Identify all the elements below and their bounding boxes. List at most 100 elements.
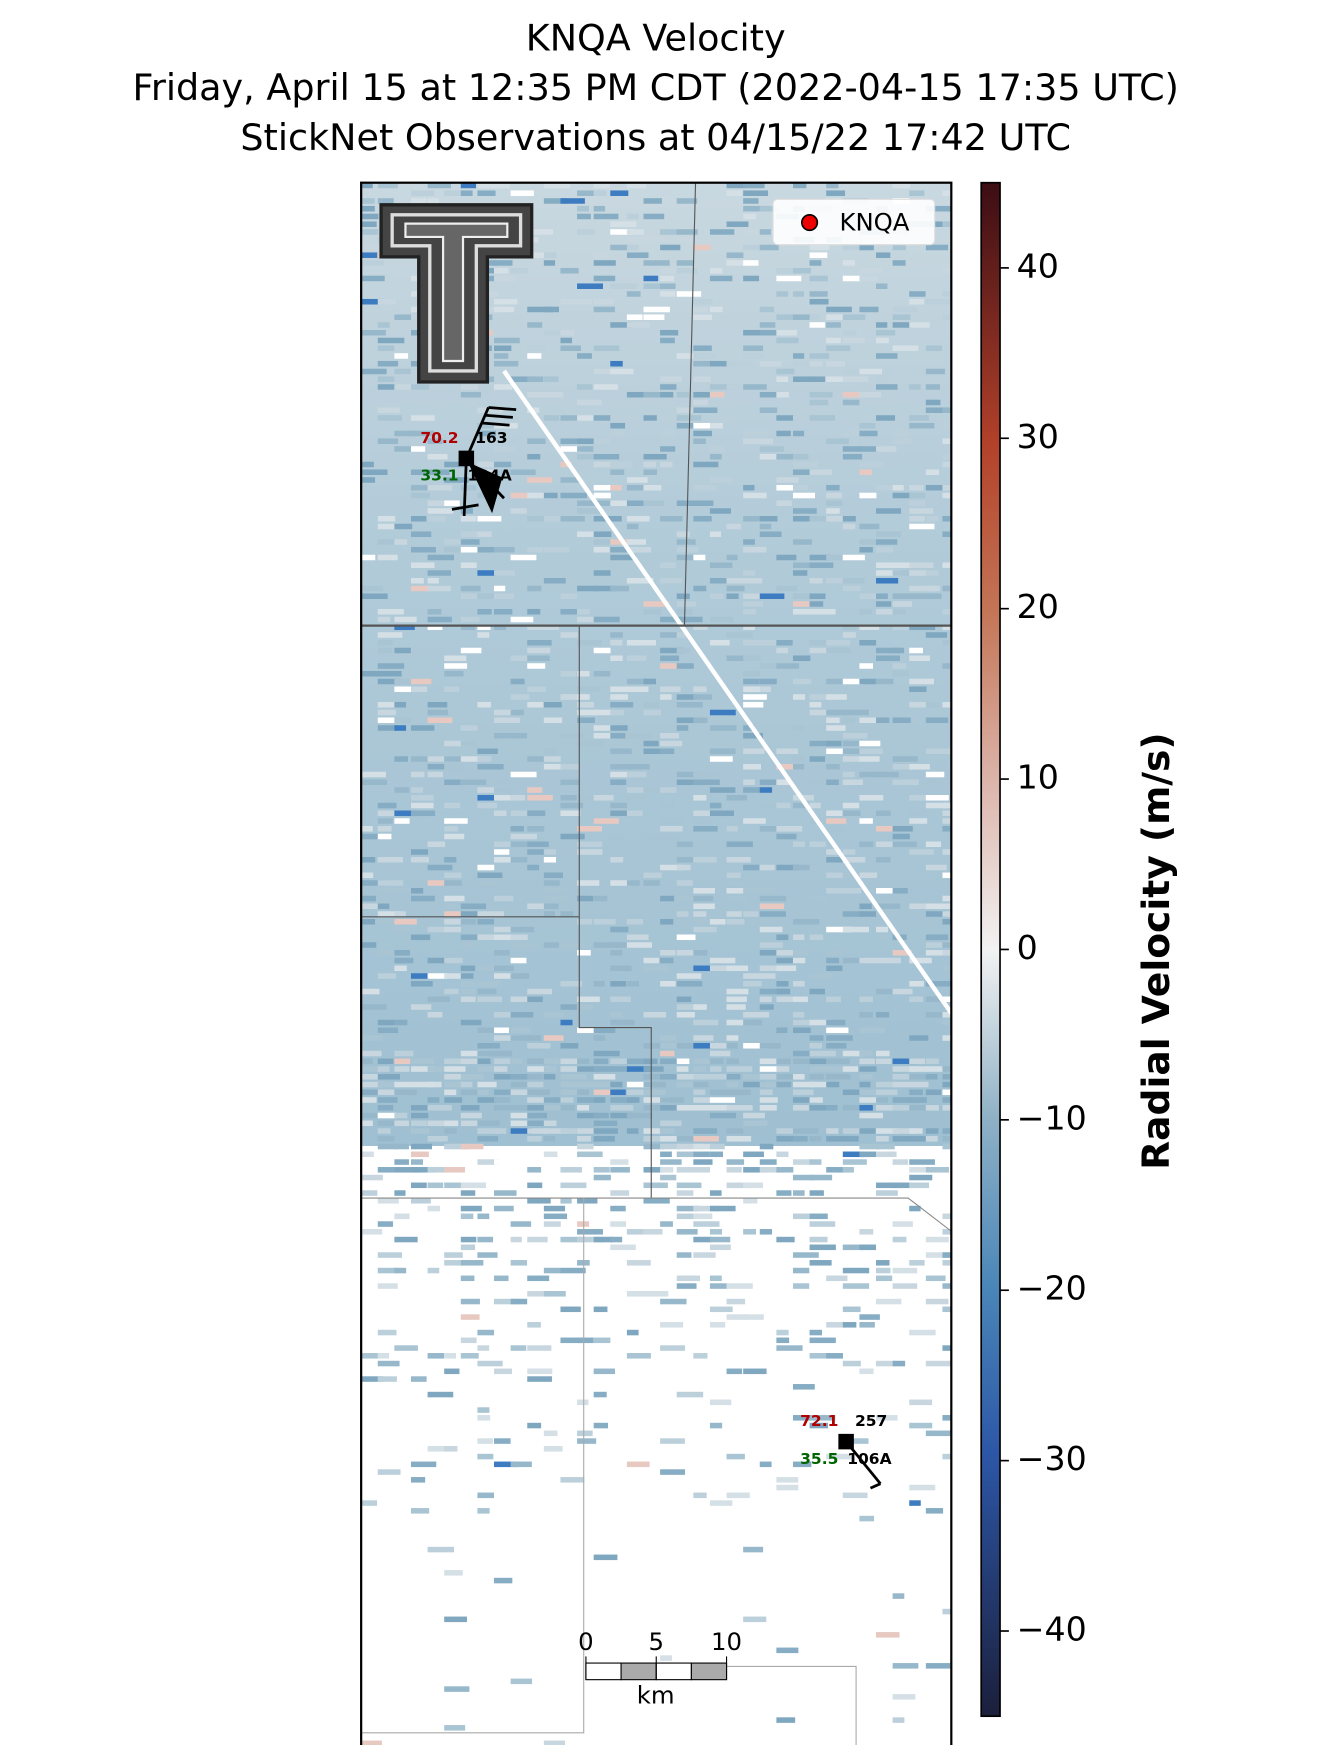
radar-pixel (660, 1322, 684, 1328)
radar-pixel (842, 1283, 870, 1289)
radar-pixel (676, 1066, 689, 1072)
radar-pixel (743, 1198, 758, 1204)
radar-pixel (826, 1074, 851, 1080)
radar-pixel (361, 554, 376, 561)
radar-pixel (676, 1151, 695, 1158)
radar-pixel (909, 849, 934, 855)
radar-pixel (876, 539, 898, 545)
radar-pixel (610, 368, 634, 375)
radar-pixel (510, 1128, 532, 1134)
radar-pixel (792, 1159, 811, 1165)
radar-pixel (494, 275, 516, 282)
radar-pixel (660, 1120, 682, 1127)
radar-pixel (643, 469, 657, 476)
radar-pixel (510, 1012, 534, 1018)
radar-pixel (859, 678, 876, 685)
radar-pixel (494, 260, 513, 266)
radar-pixel (776, 182, 789, 189)
radar-pixel (660, 1174, 677, 1181)
radar-pixel (892, 1593, 905, 1599)
radar-pixel (792, 291, 805, 297)
radar-pixel (892, 570, 910, 576)
radar-pixel (593, 1089, 618, 1096)
radar-pixel (361, 477, 376, 483)
radar-pixel (942, 1260, 952, 1266)
radar-pixel (709, 1236, 731, 1243)
radar-pixel (543, 376, 559, 382)
radar-pixel (776, 981, 789, 987)
radar-pixel (693, 1353, 708, 1359)
radar-pixel (892, 492, 911, 499)
radar-pixel (410, 446, 426, 452)
radar-pixel (925, 779, 939, 786)
radar-pixel (410, 469, 435, 476)
radar-pixel (361, 919, 376, 925)
radar-pixel (361, 856, 376, 863)
radar-pixel (510, 1112, 529, 1119)
radar-pixel (477, 763, 504, 770)
radar-pixel (626, 1128, 639, 1134)
radar-pixel (909, 1484, 936, 1491)
radar-pixel (726, 872, 741, 879)
radar-pixel (743, 1182, 764, 1189)
radar-pixel (427, 1081, 442, 1088)
radar-pixel (826, 314, 848, 320)
radar-pixel (693, 1151, 710, 1158)
radar-pixel (709, 360, 730, 367)
radar-pixel (660, 283, 676, 289)
colorbar-tick-label: 40 (1017, 246, 1059, 285)
radar-pixel (925, 298, 952, 305)
radar-pixel (776, 950, 798, 956)
radar-pixel (925, 484, 950, 491)
radar-pixel (759, 1105, 777, 1111)
radar-pixel (560, 732, 586, 739)
radar-pixel (527, 306, 553, 313)
radar-pixel (510, 1461, 532, 1468)
radar-pixel (593, 1112, 609, 1119)
radar-pixel (826, 492, 843, 499)
radar-pixel (444, 802, 461, 809)
radar-pixel (444, 670, 464, 677)
radar-pixel (709, 957, 736, 964)
radar-pixel (593, 252, 608, 258)
radar-pixel (477, 1120, 500, 1127)
scale-segment (655, 1662, 692, 1681)
radar-pixel (377, 1353, 390, 1359)
radar-pixel (792, 756, 805, 762)
radar-pixel (660, 291, 676, 297)
radar-pixel (394, 717, 412, 724)
radar-pixel (610, 965, 632, 972)
radar-pixel (460, 981, 476, 987)
radar-pixel (660, 1050, 675, 1057)
radar-pixel (444, 477, 469, 483)
radar-pixel (494, 298, 518, 305)
radar-pixel (809, 1337, 836, 1344)
radar-pixel (892, 825, 913, 832)
radar-pixel (593, 484, 613, 491)
radar-pixel (743, 1074, 765, 1080)
radar-pixel (560, 446, 582, 452)
radar-pixel (676, 1229, 698, 1235)
radar-pixel (377, 360, 399, 367)
radar-pixel (660, 190, 672, 196)
radar-pixel (593, 1050, 620, 1057)
radar-pixel (626, 1291, 647, 1297)
radar-pixel (842, 515, 856, 522)
radar-pixel (610, 554, 636, 561)
radar-pixel (942, 461, 952, 468)
radar-pixel (693, 500, 714, 507)
radar-pixel (743, 190, 769, 196)
radar-pixel (610, 1112, 633, 1119)
radar-pixel (876, 1632, 900, 1638)
radar-pixel (859, 1058, 875, 1065)
radar-pixel (643, 283, 662, 289)
radar-pixel (776, 1345, 803, 1351)
radar-pixel (776, 864, 799, 871)
radar-pixel (610, 182, 626, 189)
radar-pixel (826, 709, 846, 716)
radar-pixel (460, 965, 476, 972)
radar-pixel (842, 802, 860, 809)
radar-pixel (494, 353, 509, 359)
radar-pixel (676, 1136, 694, 1142)
radar-pixel (660, 694, 672, 700)
